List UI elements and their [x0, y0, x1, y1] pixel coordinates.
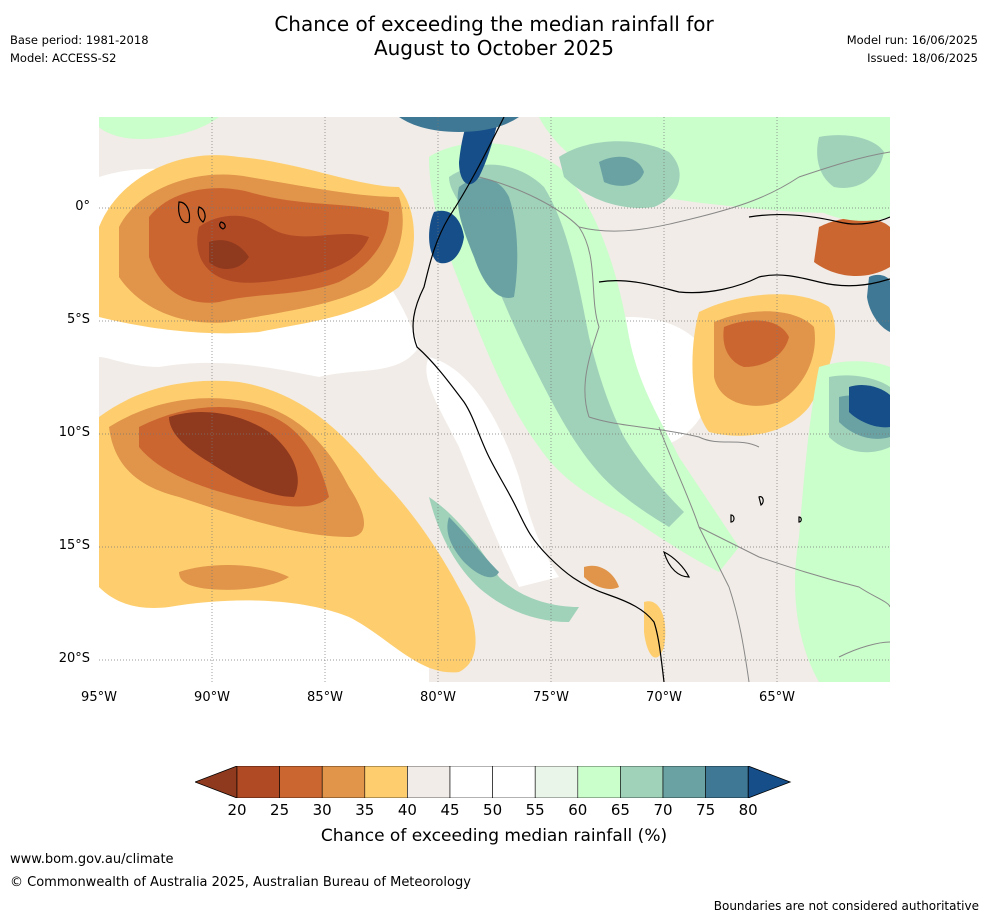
galapagos-1	[178, 201, 191, 224]
area-wet-80-north	[459, 117, 499, 185]
meta-left: Base period: 1981-2018 Model: ACCESS-S2	[10, 31, 149, 67]
issued-date: Issued: 18/06/2025	[867, 51, 978, 65]
colorbar-label: Chance of exceeding median rainfall (%)	[320, 826, 668, 846]
lat-label-20s: 20°S	[58, 651, 90, 666]
colorbar-tick-20: 20	[227, 801, 247, 819]
island-east-2	[758, 496, 764, 507]
colorbar-segment-40-45	[407, 766, 451, 798]
lake-titicaca	[663, 550, 690, 578]
area-neutral-coast	[426, 357, 559, 587]
coastline-west-america	[412, 117, 665, 682]
area-dry-north-25	[197, 215, 369, 283]
title-line-2: August to October 2025	[373, 36, 615, 60]
area-wet-80-east	[849, 384, 890, 428]
lat-label-5s: 5°S	[66, 312, 90, 327]
island-east-3	[798, 516, 802, 523]
title-line-1: Chance of exceeding the median rainfall …	[274, 12, 714, 36]
footer-disclaimer: Boundaries are not considered authoritat…	[713, 899, 979, 913]
colorbar-tick-75: 75	[696, 801, 716, 819]
area-wet-coast-south-70	[447, 517, 499, 578]
island-east-1	[730, 514, 735, 523]
colorbar-segment-55-60	[534, 766, 579, 798]
area-wet-80-coast	[429, 210, 464, 264]
area-wet-coast-south	[429, 497, 579, 622]
area-dry-coast-2	[644, 601, 666, 658]
area-dry-east-north	[814, 217, 890, 277]
area-dry-east-30	[723, 320, 789, 367]
colorbar-segment-75-80	[705, 766, 749, 798]
colorbar-tick-30: 30	[312, 801, 332, 819]
coastline-amazon-north	[748, 213, 890, 225]
chance-fill-areas	[99, 117, 890, 682]
graticule	[99, 117, 890, 682]
lon-label-90w: 90°W	[194, 690, 230, 705]
lat-label-15s: 15°S	[58, 538, 90, 553]
colorbar-tick-40: 40	[397, 801, 417, 819]
lon-label-70w: 70°W	[646, 690, 682, 705]
area-dry-coast	[584, 565, 619, 589]
coastlines	[178, 117, 890, 682]
colorbar-tick-25: 25	[270, 801, 290, 819]
colorbar-segment-25-30	[279, 766, 323, 798]
colorbar-tick-35: 35	[355, 801, 375, 819]
area-dry-central-35b	[179, 565, 289, 590]
area-dry-north-20	[209, 240, 249, 269]
coastline-amazon	[598, 274, 890, 294]
area-wet-east-ne-65	[817, 135, 884, 188]
colorbar-segment-60-65	[577, 766, 621, 798]
colorbar-extend-low	[195, 766, 238, 798]
area-dry-central-20	[169, 412, 298, 497]
colorbar-segment-30-35	[321, 766, 366, 798]
footer-copyright: © Commonwealth of Australia 2025, Austra…	[10, 875, 471, 890]
colorbar-tick-70: 70	[653, 801, 673, 819]
model-run: Model run: 16/06/2025	[846, 33, 978, 47]
colorbar-tick-80: 80	[738, 801, 758, 819]
colorbar-tick-65: 65	[610, 801, 630, 819]
country-borders	[478, 151, 890, 682]
colorbar-segment-50-55	[492, 766, 536, 798]
colorbar-tick-60: 60	[568, 801, 588, 819]
galapagos-2	[197, 206, 206, 223]
footer-url[interactable]: www.bom.gov.au/climate	[10, 852, 174, 867]
model-name: Model: ACCESS-S2	[10, 51, 117, 65]
colorbar-segment-35-40	[364, 766, 408, 798]
lat-label-10s: 10°S	[58, 425, 90, 440]
area-wet-band-70	[457, 178, 518, 298]
colorbar-segment-70-75	[662, 766, 706, 798]
map-title: Chance of exceeding the median rainfall …	[0, 12, 988, 60]
colorbar-segment-45-50	[449, 766, 493, 798]
base-period: Base period: 1981-2018	[10, 33, 149, 47]
colorbar-extend-high	[747, 766, 792, 798]
galapagos-3	[219, 221, 226, 230]
area-wet-nw	[99, 117, 219, 139]
area-wet-north-east-70	[599, 156, 644, 186]
colorbar-tick-55: 55	[525, 801, 545, 819]
colorbar-segment-65-70	[620, 766, 664, 798]
lat-label-0: 0°	[75, 199, 90, 214]
lon-label-65w: 65°W	[759, 690, 795, 705]
meta-right: Model run: 16/06/2025 Issued: 18/06/2025	[847, 31, 978, 67]
area-wet-75-ne	[867, 274, 890, 332]
rainfall-map	[99, 117, 890, 682]
colorbar-tick-50: 50	[483, 801, 503, 819]
colorbar-segment-20-25	[236, 766, 280, 798]
lon-label-95w: 95°W	[81, 690, 117, 705]
colorbar-tick-45: 45	[440, 801, 460, 819]
colorbar	[195, 766, 792, 798]
lon-label-85w: 85°W	[307, 690, 343, 705]
area-wet-75-north	[399, 117, 519, 132]
lon-label-75w: 75°W	[533, 690, 569, 705]
lon-label-80w: 80°W	[420, 690, 456, 705]
